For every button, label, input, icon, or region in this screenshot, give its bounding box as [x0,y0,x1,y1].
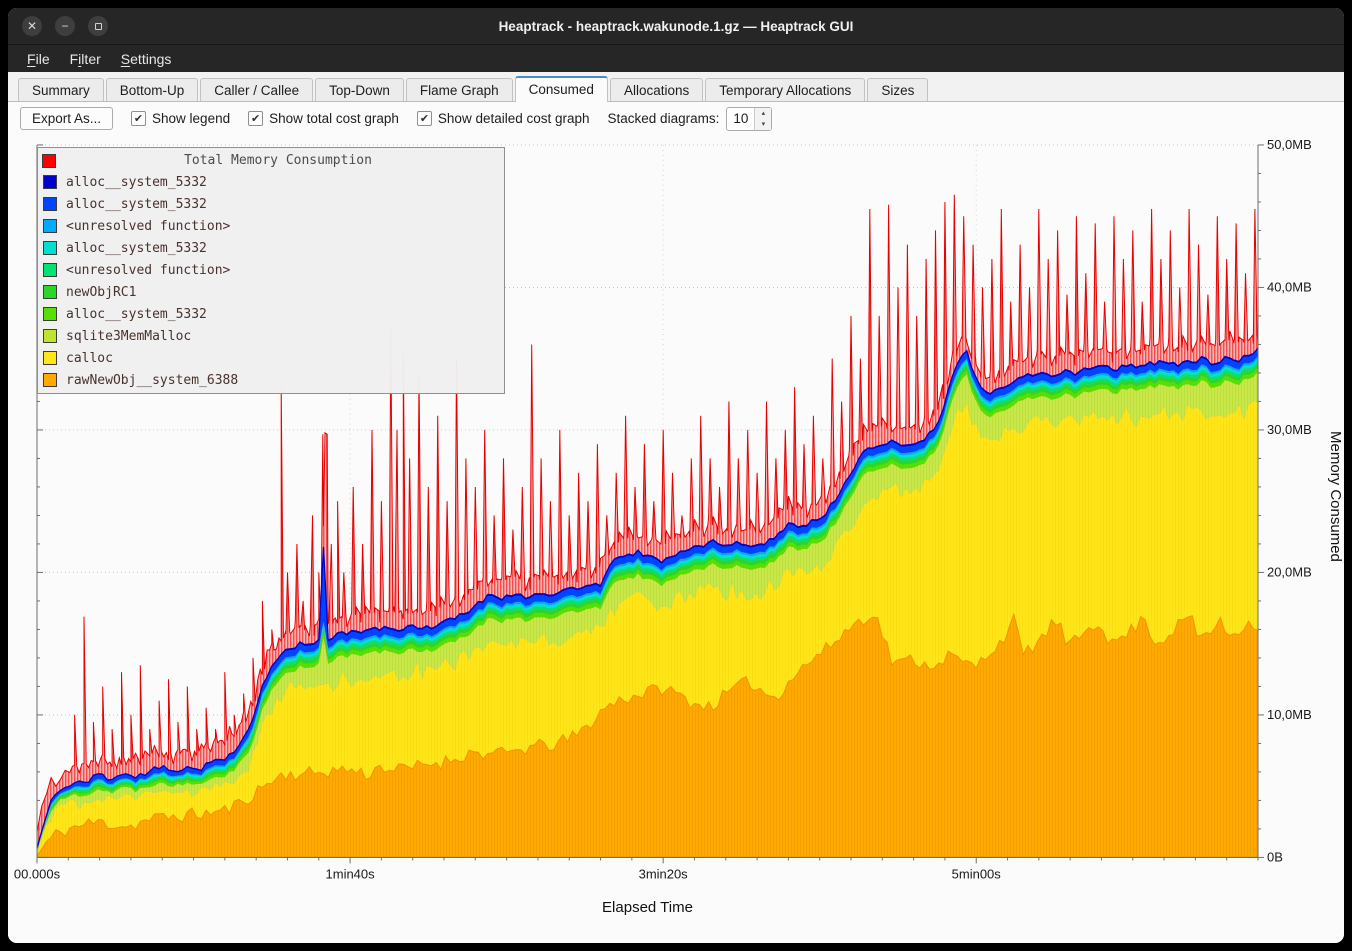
legend-swatch [43,285,57,299]
show-total-cost-label: Show total cost graph [269,111,399,126]
legend-swatch [43,175,57,189]
x-axis-labels: 00.000s 1min40s 3min20s 5min00s [14,866,1001,881]
legend-item: rawNewObj__system_6388 [42,369,500,391]
show-total-cost-checkbox[interactable]: ✔ Show total cost graph [248,111,399,126]
menu-item-settings[interactable]: Settings [120,50,172,67]
tab-summary[interactable]: Summary [18,78,104,101]
stacked-diagrams-group: Stacked diagrams: 10 ▴ ▾ [607,106,773,131]
legend-label: alloc__system_5332 [66,240,207,256]
legend-label: alloc__system_5332 [66,306,207,322]
legend-item: <unresolved function> [42,259,500,281]
x-axis-title: Elapsed Time [602,899,693,916]
show-detailed-cost-checkbox[interactable]: ✔ Show detailed cost graph [416,111,590,126]
spinner-down-icon: ▾ [761,121,766,128]
legend-label: calloc [66,350,113,366]
show-legend-checkbox[interactable]: ✔ Show legend [131,111,230,126]
tab-sizes[interactable]: Sizes [867,78,929,101]
x-tick-label: 00.000s [14,866,61,881]
legend-swatch [43,373,57,387]
legend-label: sqlite3MemMalloc [66,328,192,344]
toolbar: Export As... ✔ Show legend ✔ Show total … [8,102,1344,135]
tab-bottom-up[interactable]: Bottom-Up [105,78,199,101]
tab-top-down[interactable]: Top-Down [315,78,404,101]
export-as-button[interactable]: Export As... [20,107,114,130]
memory-consumption-chart[interactable]: 00.000s 1min40s 3min20s 5min00s 0B 10,0MB 20,0… [8,135,1344,943]
legend-title-row: Total Memory Consumption [42,150,500,171]
spinner-up-button[interactable]: ▴ [755,107,772,119]
close-icon: ✕ [26,19,38,33]
y-tick-label: 10,0MB [1267,707,1312,722]
legend-label: <unresolved function> [66,262,231,278]
legend-item: <unresolved function> [42,215,500,237]
spinner-buttons: ▴ ▾ [754,107,772,130]
legend-item: newObjRC1 [42,281,500,303]
tab-consumed[interactable]: Consumed [514,76,608,102]
title-bar: ✕ − Heaptrack - heaptrack.wakunode.1.gz … [8,8,1344,44]
y-tick-label: 20,0MB [1267,564,1312,579]
legend-label: <unresolved function> [66,218,231,234]
tab-allocations[interactable]: Allocations [609,78,704,101]
legend-swatch [42,153,56,168]
show-detailed-cost-label: Show detailed cost graph [437,111,590,126]
window-title: Heaptrack - heaptrack.wakunode.1.gz — He… [498,18,854,34]
legend-title: Total Memory Consumption [184,153,372,168]
minimize-button[interactable]: − [55,16,75,36]
menu-item-file[interactable]: File [27,50,50,67]
tab-flame-graph[interactable]: Flame Graph [405,78,513,101]
y-axis-title: Memory Consumed [1327,431,1344,562]
legend-swatch [43,351,57,365]
checkbox-checked-icon: ✔ [248,111,264,126]
legend-label: newObjRC1 [66,284,137,300]
y-axis-labels: 0B 10,0MB 20,0MB 30,0MB 40,0MB 50,0MB [1267,137,1312,864]
maximize-button[interactable] [88,16,108,36]
y-tick-label: 40,0MB [1267,279,1312,294]
y-tick-label: 50,0MB [1267,137,1312,152]
tab-temporary-allocations[interactable]: Temporary Allocations [705,78,866,101]
stacked-diagrams-label: Stacked diagrams: [607,111,720,126]
stacked-diagrams-value: 10 [733,111,749,126]
legend-item: alloc__system_5332 [42,193,500,215]
stacked-diagrams-spinner[interactable]: 10 ▴ ▾ [726,106,773,131]
x-tick-label: 5min00s [952,866,1002,881]
legend-swatch [43,197,57,211]
tab-bar: Summary Bottom-Up Caller / Callee Top-Down F… [8,72,1344,102]
legend-label: alloc__system_5332 [66,174,207,190]
legend-label: rawNewObj__system_6388 [66,372,239,388]
menu-item-filter[interactable]: Filter [69,50,101,67]
x-tick-label: 1min40s [326,866,376,881]
menu-bar: File Filter Settings [8,44,1344,72]
checkbox-checked-icon: ✔ [416,111,432,126]
tab-caller-callee[interactable]: Caller / Callee [200,78,314,101]
legend-swatch [43,307,57,321]
chart-legend: Total Memory Consumption alloc__system_53… [37,147,505,394]
legend-swatch [43,241,57,255]
legend-item: alloc__system_5332 [42,237,500,259]
spinner-down-button[interactable]: ▾ [755,118,772,130]
y-tick-label: 0B [1267,849,1283,864]
close-button[interactable]: ✕ [22,16,42,36]
legend-swatch [43,263,57,277]
legend-item: calloc [42,347,500,369]
legend-label: alloc__system_5332 [66,196,207,212]
legend-item: alloc__system_5332 [42,171,500,193]
window-controls: ✕ − [22,8,108,44]
app-window: ✕ − Heaptrack - heaptrack.wakunode.1.gz … [8,8,1344,943]
chart-area: 00.000s 1min40s 3min20s 5min00s 0B 10,0MB 20,0… [8,135,1344,943]
legend-item: alloc__system_5332 [42,303,500,325]
checkbox-checked-icon: ✔ [131,111,147,126]
x-tick-label: 3min20s [639,866,689,881]
minimize-icon: − [61,19,69,33]
y-tick-label: 30,0MB [1267,422,1312,437]
legend-swatch [43,219,57,233]
maximize-icon [94,22,102,30]
legend-item: sqlite3MemMalloc [42,325,500,347]
spinner-up-icon: ▴ [761,110,766,117]
show-legend-label: Show legend [152,111,231,126]
legend-swatch [43,329,57,343]
